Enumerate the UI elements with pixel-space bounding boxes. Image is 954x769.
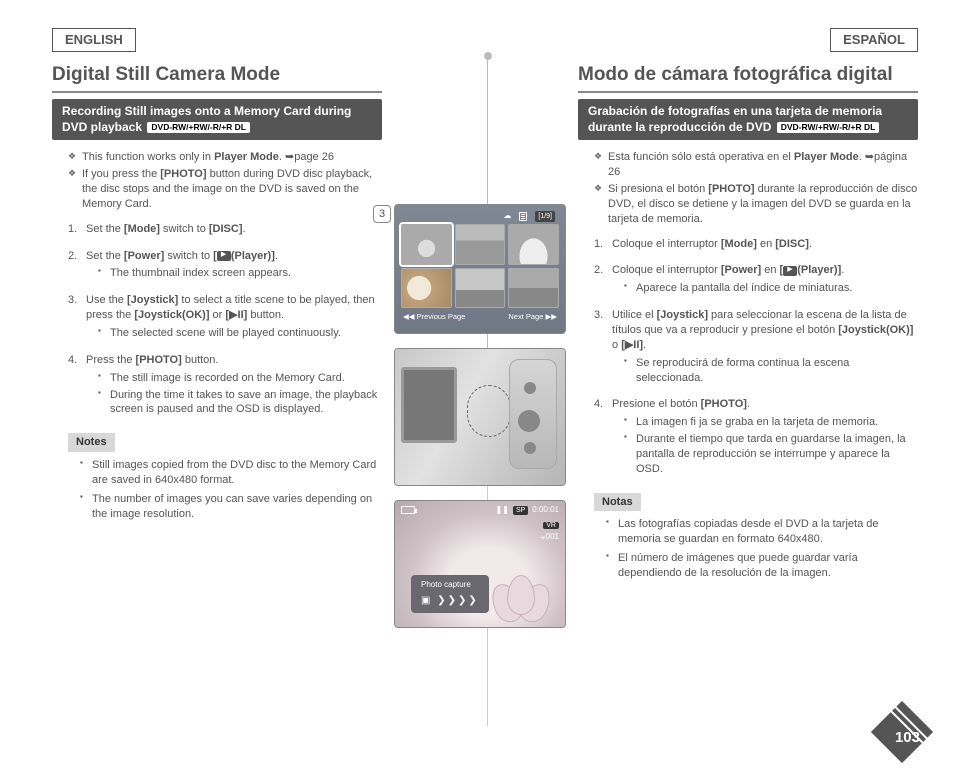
- note-item: Still images copied from the DVD disc to…: [80, 458, 382, 488]
- sub-item: The thumbnail index screen appears.: [98, 266, 382, 281]
- note-item: Las fotografías copiadas desde el DVD a …: [606, 517, 918, 547]
- step-item: 3.Utilice el [Joystick] para seleccionar…: [594, 308, 918, 385]
- figure-3-thumbnails: 3 ☁ [1/9]: [394, 204, 566, 334]
- intro-bullets-left: This function works only in Player Mode.…: [52, 150, 382, 211]
- title-underline-left: [52, 91, 382, 93]
- sub-item: Se reproducirá de forma continua la esce…: [624, 356, 918, 386]
- section-line2-right: durante la reproducción de DVD: [588, 120, 771, 134]
- figure-3-next: Next Page ▶▶: [508, 312, 557, 322]
- step-item: 3.Use the [Joystick] to select a title s…: [68, 293, 382, 341]
- left-column: ENGLISH Digital Still Camera Mode Record…: [52, 28, 382, 746]
- step-item: 2.Set the [Power] switch to [(Player)].T…: [68, 249, 382, 282]
- bullet-item: If you press the [PHOTO] button during D…: [68, 167, 382, 212]
- bullet-item: Si presiona el botón [PHOTO] durante la …: [594, 182, 918, 227]
- camera-joystick: [518, 410, 540, 432]
- step-item: 2.Coloque el interruptor [Power] en [(Pl…: [594, 263, 918, 296]
- sub-item: The selected scene will be played contin…: [98, 326, 382, 341]
- note-item: The number of images you can save varies…: [80, 492, 382, 522]
- sub-item: Durante el tiempo que tarda en guardarse…: [624, 432, 918, 477]
- section-bar-right: Grabación de fotografías en una tarjeta …: [578, 99, 918, 140]
- intro-bullets-right: Esta función sólo está operativa en el P…: [578, 150, 918, 226]
- camera-body: [395, 349, 565, 485]
- notes-label-right: Notas: [594, 493, 641, 512]
- player-icon: [217, 251, 231, 261]
- thumbnail-6: [508, 268, 559, 309]
- photo-capture-label: Photo capture: [421, 580, 479, 591]
- bullet-item: This function works only in Player Mode.…: [68, 150, 382, 165]
- step-item: 1.Set the [Mode] switch to [DISC].: [68, 222, 382, 237]
- disc-label-right: DVD-RW/+RW/-R/+R DL: [777, 122, 880, 133]
- thumbnail-5: [455, 268, 506, 309]
- thumbnail-2: [455, 224, 506, 265]
- notes-label-left: Notes: [68, 433, 115, 452]
- steps-right: 1.Coloque el interruptor [Mode] en [DISC…: [578, 237, 918, 477]
- title-underline-right: [578, 91, 918, 93]
- battery-icon: [401, 506, 415, 514]
- lotus-graphic: [487, 571, 557, 621]
- right-column: ESPAÑOL Modo de cámara fotográfica digit…: [578, 28, 918, 746]
- page-number: 103: [895, 728, 920, 748]
- thumbnail-grid: [401, 224, 559, 308]
- note-item: El número de imágenes que puede guardar …: [606, 551, 918, 581]
- notes-left: Still images copied from the DVD disc to…: [52, 458, 382, 521]
- pause-icon: ❚❚: [496, 505, 509, 516]
- camera-button-c: [524, 442, 536, 454]
- photo-capture-icons: ▣ ❯❯❯❯: [421, 594, 479, 608]
- lang-espanol: ESPAÑOL: [830, 28, 918, 52]
- figures-column: 3 ☁ [1/9]: [394, 28, 566, 746]
- photo-capture-popup: Photo capture ▣ ❯❯❯❯: [411, 575, 489, 613]
- figure-3-prev: ◀◀ Previous Page: [403, 312, 465, 322]
- figure-5-osd-top: ❚❚ SP 0:00:01: [401, 505, 559, 516]
- title-left: Digital Still Camera Mode: [52, 62, 382, 88]
- sub-item: The still image is recorded on the Memor…: [98, 371, 382, 386]
- list-icon: [519, 212, 527, 221]
- lang-english: ENGLISH: [52, 28, 136, 52]
- player-icon: [783, 266, 797, 276]
- thumbnail-3: [508, 224, 559, 265]
- section-line2-left: DVD playback: [62, 120, 142, 134]
- notes-right: Las fotografías copiadas desde el DVD a …: [578, 517, 918, 580]
- figure-5-screen: ❚❚ SP 0:00:01 VR ◒001 Photo capture ▣ ❯❯…: [394, 500, 566, 628]
- sub-item: During the time it takes to save an imag…: [98, 388, 382, 418]
- time-counter: 0:00:01: [532, 505, 559, 516]
- cloud-icon: ☁: [503, 211, 511, 222]
- camera-lcd: [401, 367, 457, 443]
- sub-item: La imagen fi ja se graba en la tarjeta d…: [624, 415, 918, 430]
- title-right: Modo de cámara fotográfica digital: [578, 62, 918, 88]
- figure-4-camera: 4: [394, 348, 566, 486]
- step-item: 1.Coloque el interruptor [Mode] en [DISC…: [594, 237, 918, 252]
- figure-3-counter: [1/9]: [535, 211, 555, 222]
- section-bar-left: Recording Still images onto a Memory Car…: [52, 99, 382, 140]
- sub-item: Aparece la pantalla del índice de miniat…: [624, 281, 918, 296]
- thumbnail-4: [401, 268, 452, 309]
- sp-chip: SP: [513, 506, 528, 515]
- bullet-item: Esta función sólo está operativa en el P…: [594, 150, 918, 180]
- camera-button-a: [524, 382, 536, 394]
- camera-highlight: [467, 385, 511, 437]
- step-item: 4.Presione el botón [PHOTO].La imagen fi…: [594, 397, 918, 476]
- camera-grip: [509, 359, 557, 469]
- figure-3-tag: 3: [373, 205, 391, 223]
- steps-left: 1.Set the [Mode] switch to [DISC]. 2.Set …: [52, 222, 382, 417]
- section-line1-left: Recording Still images onto a Memory Car…: [62, 104, 351, 118]
- disc-label-left: DVD-RW/+RW/-R/+R DL: [147, 122, 250, 133]
- clip-count: 001: [546, 532, 559, 541]
- section-line1-right: Grabación de fotografías en una tarjeta …: [588, 104, 882, 118]
- step-item: 4.Press the [PHOTO] button.The still ima…: [68, 353, 382, 417]
- thumbnail-1: [401, 224, 452, 265]
- vr-chip: VR: [543, 522, 559, 529]
